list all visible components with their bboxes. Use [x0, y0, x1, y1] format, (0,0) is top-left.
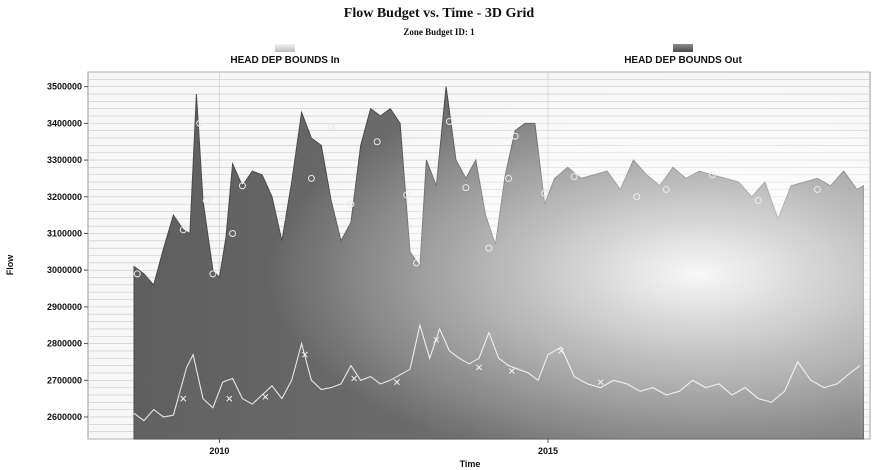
marker-out	[347, 200, 355, 208]
legend-swatch-in	[275, 44, 295, 52]
marker-out	[278, 215, 286, 223]
marker-in	[226, 395, 233, 402]
x-axis-title: Time	[460, 459, 481, 469]
marker-in	[597, 379, 604, 386]
marker-out	[505, 174, 513, 182]
marker-out	[570, 173, 578, 181]
marker-out	[633, 193, 641, 201]
marker-in	[301, 351, 308, 358]
marker-out	[485, 244, 493, 252]
marker-out	[754, 196, 762, 204]
legend-label-out: HEAD DEP BOUNDS Out	[624, 55, 742, 66]
marker-out	[196, 119, 204, 127]
marker-out	[541, 189, 549, 197]
legend-swatch-out	[673, 44, 693, 52]
y-tick-label: 3500000	[47, 82, 82, 92]
y-tick-label: 2900000	[47, 302, 82, 312]
chart-title: Flow Budget vs. Time - 3D Grid	[343, 6, 535, 21]
marker-in	[351, 375, 358, 382]
legend-label-in: HEAD DEP BOUNDS In	[230, 55, 340, 66]
marker-out	[238, 182, 246, 190]
marker-out	[462, 184, 470, 192]
marker-in	[508, 368, 515, 375]
marker-out	[179, 226, 187, 234]
areas	[88, 72, 870, 440]
chart-subtitle: Zone Budget ID: 1	[403, 27, 475, 37]
y-tick-label: 3100000	[47, 228, 82, 238]
markers	[133, 118, 821, 402]
x-tick-label: 2010	[209, 446, 229, 456]
glow-overlay	[88, 72, 870, 439]
marker-in	[393, 379, 400, 386]
marker-out	[373, 138, 381, 146]
marker-in	[433, 336, 440, 343]
y-axis-title: Flow	[5, 254, 15, 275]
marker-out	[209, 270, 217, 278]
marker-in	[262, 393, 269, 400]
legend-item-in[interactable]: HEAD DEP BOUNDS In	[175, 44, 395, 66]
legend-item-out[interactable]: HEAD DEP BOUNDS Out	[573, 44, 793, 66]
y-tick-label: 3300000	[47, 155, 82, 165]
y-tick-label: 3400000	[47, 118, 82, 128]
y-tick-label: 2700000	[47, 375, 82, 385]
marker-out	[413, 259, 421, 267]
marker-out	[403, 191, 411, 199]
y-tick-label: 3200000	[47, 192, 82, 202]
marker-in	[558, 347, 565, 354]
marker-out	[327, 123, 335, 131]
marker-out	[511, 132, 519, 140]
x-tick-label: 2015	[538, 446, 558, 456]
marker-out	[133, 270, 141, 278]
marker-out	[813, 185, 821, 193]
axes: 2600000 2700000 2800000 2900000 3000000 31000…	[47, 82, 558, 456]
marker-in	[476, 364, 482, 371]
y-tick-label: 2600000	[47, 412, 82, 422]
marker-out	[445, 118, 453, 126]
y-tick-label: 3000000	[47, 265, 82, 275]
marker-out	[202, 196, 210, 204]
marker-out	[708, 171, 716, 179]
marker-out	[662, 185, 670, 193]
marker-out	[229, 229, 237, 237]
marker-in	[180, 395, 187, 402]
y-tick-label: 2800000	[47, 339, 82, 349]
marker-out	[307, 174, 315, 182]
